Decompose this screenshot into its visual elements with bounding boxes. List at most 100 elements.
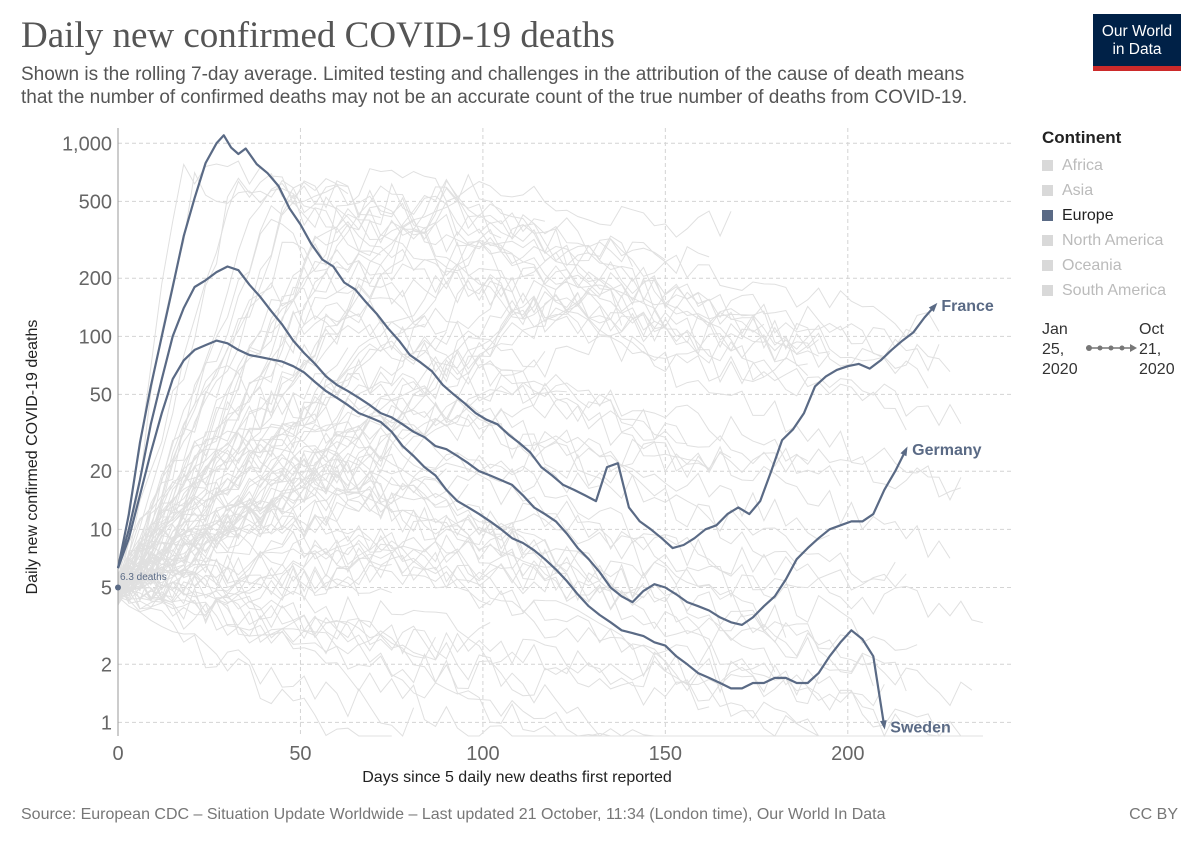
series-label-sweden[interactable]: Sweden — [890, 720, 950, 737]
y-tick-label: 500 — [79, 191, 112, 213]
background-country-line — [117, 587, 885, 707]
y-tick-label: 5 — [101, 577, 112, 599]
timeline-end-handle[interactable] — [1130, 344, 1137, 352]
legend-item-oceania[interactable]: Oceania — [1042, 253, 1192, 278]
background-country-line — [117, 291, 907, 588]
background-country-line — [117, 397, 918, 651]
y-tick-label: 10 — [90, 519, 112, 541]
series-label-france[interactable]: France — [941, 298, 994, 315]
start-annotation: 6.3 deaths — [120, 572, 167, 583]
background-country-line — [117, 521, 524, 602]
background-country-line — [117, 213, 809, 586]
legend-label: Africa — [1062, 156, 1103, 174]
background-country-line — [117, 389, 787, 638]
legend-swatch — [1042, 160, 1053, 171]
background-country-line — [117, 446, 393, 587]
timeline-slider[interactable]: Jan 25, 2020 Oct 21, 2020 — [1042, 320, 1182, 380]
background-country-line — [117, 341, 567, 602]
background-country-line — [117, 581, 775, 737]
background-country-line — [117, 171, 940, 592]
line-chart: 1 2 5 10 20 50 100 200 500 1,000 0 50 100 150 200 Fran… — [24, 128, 1012, 786]
x-axis-title: Days since 5 daily new deaths first repo… — [362, 769, 671, 786]
background-country-line — [117, 582, 415, 737]
y-axis-title: Daily new confirmed COVID-19 deaths — [24, 320, 41, 595]
legend-item-south-america[interactable]: South America — [1042, 278, 1192, 303]
background-country-line — [117, 223, 765, 580]
timeline-dot — [1108, 345, 1114, 351]
background-country-line — [117, 429, 644, 611]
series-label-germany[interactable]: Germany — [912, 442, 981, 459]
license-link[interactable]: CC BY — [1129, 806, 1178, 823]
background-country-line — [117, 520, 983, 737]
series-arrow-france — [928, 302, 938, 312]
y-tick-label: 50 — [90, 384, 112, 406]
timeline-start-day: 25, — [1042, 341, 1065, 358]
y-tick-label: 100 — [79, 326, 112, 348]
timeline-start-month: Jan — [1042, 321, 1068, 338]
background-country-line — [117, 218, 425, 603]
series-line-sweden[interactable] — [116, 339, 886, 727]
background-country-line — [117, 458, 973, 707]
logo-line-1: Our World — [1101, 23, 1173, 40]
background-country-line — [117, 276, 502, 588]
legend-swatch — [1042, 260, 1053, 271]
background-country-line — [117, 266, 546, 591]
timeline-dot — [1097, 345, 1103, 351]
legend-item-north-america[interactable]: North America — [1042, 228, 1192, 253]
source-note[interactable]: Source: European CDC – Situation Update … — [21, 806, 886, 823]
background-country-line — [117, 179, 546, 592]
legend-item-europe[interactable]: Europe — [1042, 203, 1192, 228]
legend-item-asia[interactable]: Asia — [1042, 178, 1192, 203]
background-country-line — [117, 177, 666, 591]
background-country-line — [117, 573, 392, 605]
timeline-end-day: 21, — [1139, 341, 1162, 358]
background-country-line — [117, 177, 765, 589]
background-country-line — [117, 579, 655, 737]
background-country-line — [117, 477, 852, 650]
series-arrow-germany — [900, 446, 908, 457]
background-country-line — [117, 414, 732, 579]
axes: 1 2 5 10 20 50 100 200 500 1,000 0 50 100 150 200 — [62, 128, 864, 765]
background-country-line — [117, 500, 874, 687]
background-country-line — [117, 224, 940, 588]
subtitle-line-1: Shown is the rolling 7-day average. Limi… — [21, 64, 965, 85]
legend-label: Oceania — [1062, 256, 1122, 274]
legend-items: Africa Asia Europe North America Oceania Sout… — [1042, 153, 1192, 303]
background-country-line — [117, 358, 830, 594]
background-country-line — [117, 372, 360, 599]
timeline-start-year: 2020 — [1042, 361, 1078, 378]
background-country-line — [117, 489, 907, 606]
y-tick-label: 1,000 — [62, 133, 112, 155]
x-tick-label: 100 — [466, 743, 499, 765]
background-country-line — [117, 241, 951, 595]
background-country-line — [117, 581, 820, 705]
background-country-line — [117, 182, 502, 577]
series-line-france[interactable] — [116, 134, 937, 569]
background-country-line — [117, 382, 841, 597]
legend-label: Europe — [1062, 206, 1114, 224]
background-country-line — [117, 335, 951, 597]
highlighted-series — [116, 134, 938, 730]
background-country-line — [117, 168, 732, 585]
legend-label: North America — [1062, 231, 1164, 249]
y-tick-label: 1 — [101, 712, 112, 734]
legend-swatch — [1042, 210, 1053, 221]
x-tick-label: 0 — [112, 743, 123, 765]
background-country-line — [117, 430, 940, 738]
timeline-start-label: Jan 25, 2020 — [1042, 320, 1078, 380]
owid-logo[interactable]: Our World in Data — [1093, 14, 1181, 71]
logo-text: Our World in Data — [1093, 14, 1181, 59]
timeline-track[interactable] — [1042, 320, 1182, 380]
timeline-start-handle[interactable] — [1086, 345, 1092, 351]
timeline-end-year: 2020 — [1139, 361, 1175, 378]
legend-item-africa[interactable]: Africa — [1042, 153, 1192, 178]
legend-swatch — [1042, 235, 1053, 246]
series-arrow-sweden — [880, 720, 887, 730]
x-tick-label: 200 — [831, 743, 864, 765]
legend-label: Asia — [1062, 181, 1094, 199]
series-line-germany[interactable] — [116, 265, 908, 626]
background-country-line — [117, 297, 819, 600]
background-country-line — [117, 429, 808, 593]
background-country-line — [117, 160, 349, 586]
background-country-line — [117, 578, 710, 711]
